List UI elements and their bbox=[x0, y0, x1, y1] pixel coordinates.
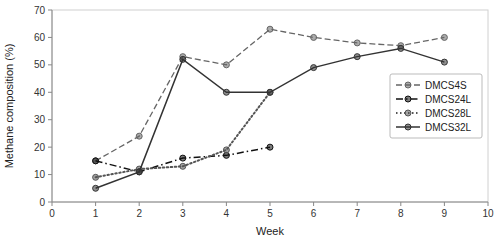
point bbox=[267, 144, 273, 150]
x-tick-label: 5 bbox=[267, 208, 273, 219]
legend: DMCS4S DMCS24L DMCS28L DMCS32L bbox=[390, 74, 482, 138]
x-tick bbox=[313, 202, 314, 206]
point bbox=[267, 89, 273, 95]
legend-box bbox=[390, 74, 482, 138]
point bbox=[223, 147, 229, 153]
legend-label: DMCS24L bbox=[425, 94, 472, 105]
x-tick bbox=[400, 202, 401, 206]
x-tick-label: 10 bbox=[482, 208, 494, 219]
x-tick-label: 9 bbox=[442, 208, 448, 219]
point bbox=[136, 169, 142, 175]
y-axis-line bbox=[52, 10, 53, 202]
point bbox=[180, 155, 186, 161]
point bbox=[136, 133, 142, 139]
series-line bbox=[96, 92, 270, 177]
chart: 0 1 2 3 4 5 6 7 8 9 10 Week 0 10 20 30 40 50 60 70 Methane c… bbox=[0, 0, 500, 240]
point bbox=[354, 54, 360, 60]
legend-label: DMCS4S bbox=[425, 80, 467, 91]
point bbox=[398, 45, 404, 51]
y-tick-label: 10 bbox=[34, 169, 46, 180]
y-tick-label: 70 bbox=[34, 5, 46, 16]
x-tick-label: 4 bbox=[224, 208, 230, 219]
x-tick-label: 8 bbox=[398, 208, 404, 219]
x-tick bbox=[270, 202, 271, 206]
point bbox=[267, 89, 273, 95]
point bbox=[180, 163, 186, 169]
x-tick-label: 7 bbox=[354, 208, 360, 219]
point bbox=[93, 174, 99, 180]
y-axis: 0 10 20 30 40 50 60 70 bbox=[34, 5, 52, 208]
x-tick-label: 0 bbox=[49, 208, 55, 219]
point bbox=[93, 158, 99, 164]
point bbox=[311, 34, 317, 40]
x-tick-label: 3 bbox=[180, 208, 186, 219]
series bbox=[93, 89, 273, 180]
series bbox=[93, 144, 273, 175]
x-tick bbox=[226, 202, 227, 206]
y-tick-label: 60 bbox=[34, 32, 46, 43]
point bbox=[267, 26, 273, 32]
y-tick-label: 40 bbox=[34, 87, 46, 98]
point bbox=[354, 40, 360, 46]
point bbox=[441, 59, 447, 65]
y-tick-label: 20 bbox=[34, 142, 46, 153]
y-tick-label: 0 bbox=[39, 197, 45, 208]
legend-marker bbox=[405, 110, 411, 116]
y-tick bbox=[48, 119, 52, 120]
y-tick bbox=[48, 202, 52, 203]
y-tick bbox=[48, 37, 52, 38]
point bbox=[223, 89, 229, 95]
x-tick bbox=[52, 202, 53, 206]
y-tick-label: 30 bbox=[34, 114, 46, 125]
x-tick bbox=[444, 202, 445, 206]
y-tick bbox=[48, 10, 52, 11]
point bbox=[93, 185, 99, 191]
x-tick bbox=[488, 202, 489, 206]
y-tick bbox=[48, 147, 52, 148]
plot-frame bbox=[52, 10, 488, 202]
legend-label: DMCS28L bbox=[425, 108, 472, 119]
point bbox=[136, 169, 142, 175]
x-tick bbox=[182, 202, 183, 206]
legend-marker bbox=[405, 124, 411, 130]
y-tick-label: 50 bbox=[34, 59, 46, 70]
x-tick-label: 6 bbox=[311, 208, 317, 219]
point bbox=[223, 62, 229, 68]
x-tick bbox=[139, 202, 140, 206]
point bbox=[441, 34, 447, 40]
legend-label: DMCS32L bbox=[425, 122, 472, 133]
x-tick bbox=[95, 202, 96, 206]
point bbox=[180, 56, 186, 62]
series-line bbox=[96, 147, 270, 172]
x-tick bbox=[357, 202, 358, 206]
x-tick-label: 2 bbox=[136, 208, 142, 219]
y-tick bbox=[48, 92, 52, 93]
y-axis-label: Methane composition (%) bbox=[3, 44, 15, 169]
legend-marker bbox=[405, 96, 411, 102]
y-tick bbox=[48, 64, 52, 65]
legend-marker bbox=[405, 82, 411, 88]
point bbox=[93, 158, 99, 164]
y-tick bbox=[48, 174, 52, 175]
point bbox=[311, 65, 317, 71]
x-tick-label: 1 bbox=[93, 208, 99, 219]
x-axis: 0 1 2 3 4 5 6 7 8 9 10 bbox=[49, 202, 494, 219]
x-axis-label: Week bbox=[256, 225, 284, 237]
